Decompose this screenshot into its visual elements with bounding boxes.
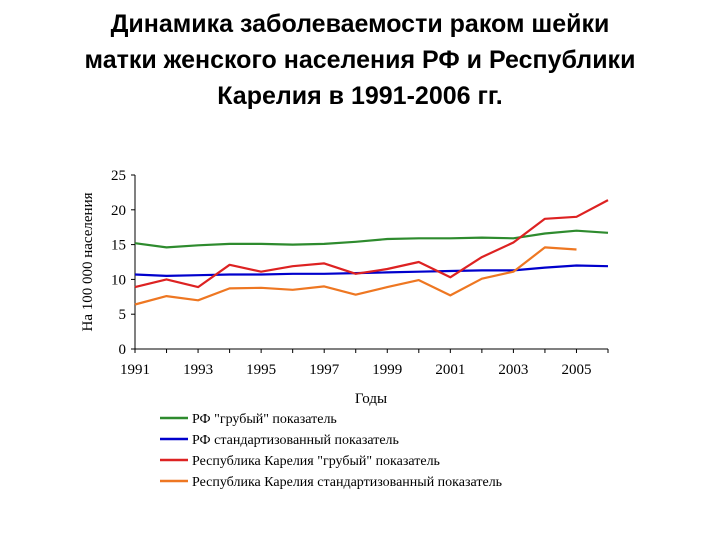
x-tick-label: 2001 [435,362,465,378]
y-tick-label: 15 [111,238,126,254]
chart-title: Динамика заболеваемости раком шейки матк… [20,6,700,114]
x-axis-label: Годы [355,391,387,407]
legend-label: Республика Карелия "грубый" показатель [192,454,440,469]
title-line-1: Динамика заболеваемости раком шейки [110,10,610,38]
title-line-2: матки женского населения РФ и Республики [84,46,636,74]
x-tick-label: 2003 [498,362,528,378]
legend: РФ "грубый" показатель РФ стандартизованн… [160,412,502,490]
y-tick-label: 25 [111,168,126,184]
x-tick-label: 1991 [120,362,150,378]
legend-label: РФ "грубый" показатель [192,412,337,427]
x-tick-label: 1997 [309,362,340,378]
legend-label: Республика Карелия стандартизованный пок… [192,475,502,490]
y-ticks: 0 5 10 15 20 25 [111,168,135,358]
x-tick-label: 1999 [372,362,402,378]
y-tick-label: 10 [111,272,126,288]
y-tick-label: 20 [111,203,126,219]
series-line-1 [134,229,609,249]
y-tick-label: 5 [119,307,127,323]
x-tick-label: 2005 [561,362,591,378]
x-ticks: 1991 1993 1995 1997 1999 2001 2003 2005 [120,349,609,378]
series-line-3 [134,199,609,289]
series-lines [134,199,609,306]
legend-label: РФ стандартизованный показатель [192,433,399,448]
title-line-3: Карелия в 1991-2006 гг. [217,82,503,110]
series-line-4 [134,246,577,306]
y-tick-label: 0 [119,342,127,358]
x-tick-label: 1993 [183,362,213,378]
y-axis-label: На 100 000 населения [80,192,96,331]
x-tick-label: 1995 [246,362,276,378]
